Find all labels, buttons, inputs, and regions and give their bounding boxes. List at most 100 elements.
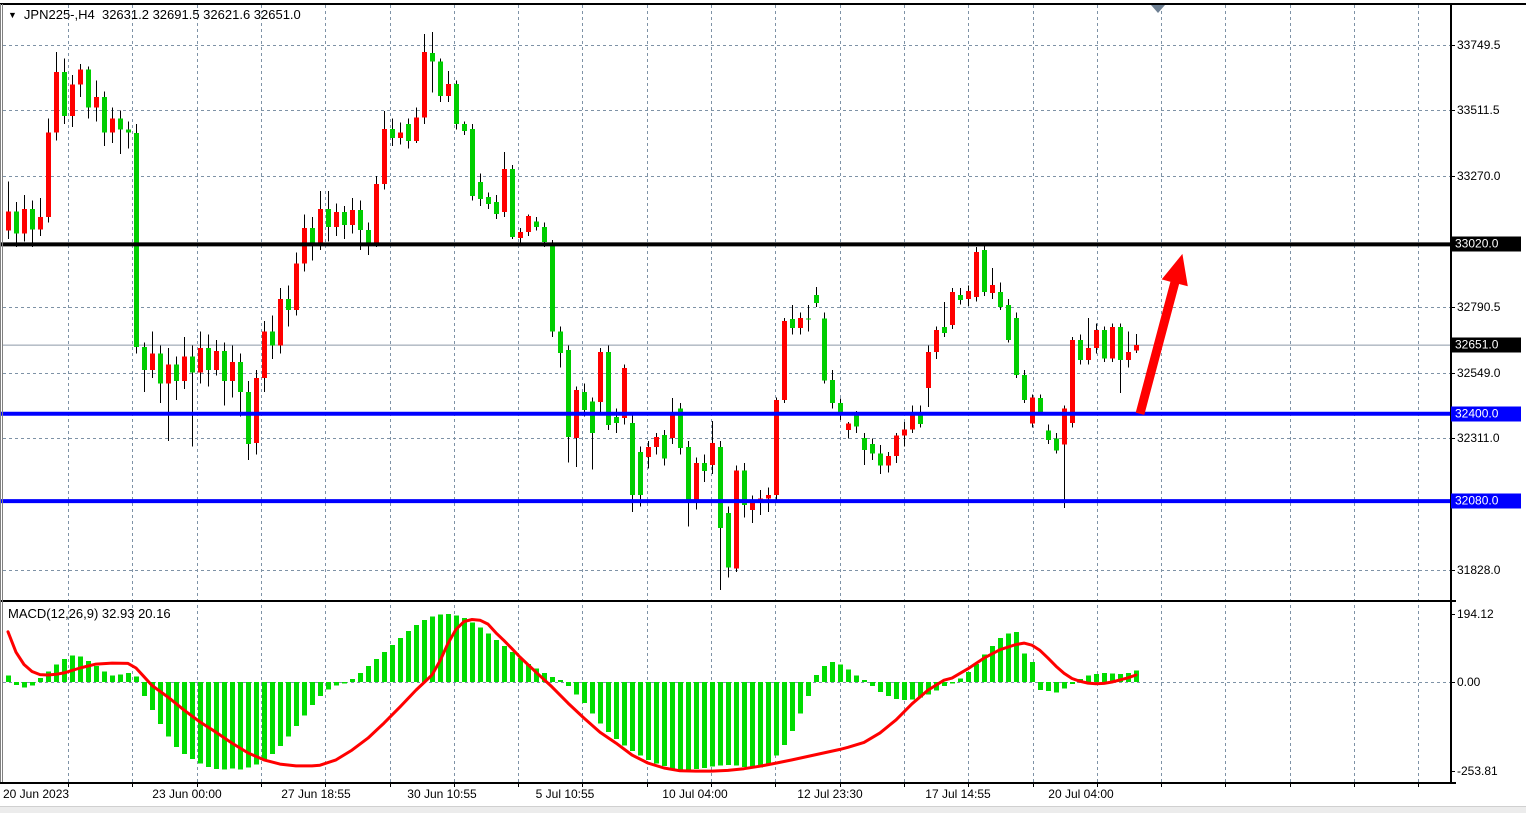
macd-histogram-bar [670,682,675,769]
symbol-ohlc-values: 32631.2 32691.5 32621.6 32651.0 [101,7,301,22]
candle-body [662,435,667,459]
macd-histogram-bar [718,682,723,766]
trend-arrow[interactable] [1135,253,1188,415]
macd-histogram-bar [614,682,619,740]
macd-histogram-bar [342,682,347,684]
candle-body [166,364,171,384]
macd-histogram-bar [1014,631,1019,682]
candle-body [774,400,779,496]
macd-histogram-bar [990,645,995,682]
candle-body [990,285,995,294]
macd-signal-line [6,618,1138,773]
candle-body [254,378,259,444]
macd-histogram-bar [318,682,323,697]
candle-body [270,331,275,346]
candle-body [694,463,699,501]
candle-body [934,330,939,352]
macd-histogram-bar [710,682,715,767]
candle-body [782,320,787,401]
candle-body [286,298,291,310]
macd-histogram-bar [1038,682,1043,691]
macd-histogram-bar [102,671,107,682]
macd-histogram-bar [270,682,275,754]
macd-histogram-bar [678,682,683,770]
candle-body [494,201,499,214]
candle-body [622,368,627,419]
bottom-strip [0,807,1526,813]
top-border [0,3,1526,5]
price-axis-label: 33511.5 [1457,103,1500,118]
candle-body [630,423,635,496]
candle-body [470,129,475,196]
candle-body [438,61,443,96]
candle-body [1102,330,1107,359]
macd-histogram-bar [550,677,555,682]
macd-histogram-bar [878,682,883,692]
macd-histogram-bar [446,613,451,682]
candle-body [1118,327,1123,361]
time-axis-label: 17 Jul 14:55 [925,787,991,801]
macd-histogram-bar [390,645,395,682]
candle-body [1054,438,1059,451]
macd-histogram-bar [278,682,283,746]
candle-body [686,447,691,502]
macd-histogram-bar [294,682,299,726]
macd-histogram-bar [30,682,35,686]
macd-axis-label: 194.12 [1457,606,1494,621]
macd-histogram-bar [366,666,371,682]
macd-histogram-bar [918,682,923,698]
macd-histogram-bar [190,682,195,760]
macd-histogram-bar [854,675,859,682]
candle-body [94,96,99,108]
macd-histogram-bar [726,682,731,765]
macd-histogram-bar [1054,682,1059,693]
price-axis-label: 33749.5 [1457,38,1501,52]
macd-histogram-bar [798,682,803,714]
macd-histogram-bar [734,682,739,766]
macd-histogram-bar [414,625,419,682]
macd-histogram-bar [542,673,547,682]
symbol-dropdown-icon[interactable]: ▼ [8,10,17,20]
chart-shift-marker[interactable] [1151,5,1165,13]
macd-histogram-bar [814,674,819,682]
macd-histogram-bar [174,682,179,747]
time-axis-label: 10 Jul 04:00 [662,787,728,801]
support1-price-badge: 32400.0 [1451,406,1521,422]
macd-histogram-bar [238,682,243,770]
macd-histogram-bar [134,676,139,682]
candle-body [838,402,843,416]
candle-body [30,208,35,230]
candle-body [718,447,723,529]
candle-body [1110,327,1115,359]
macd-histogram-bar [38,677,43,682]
macd-histogram-bar [830,662,835,682]
macd-histogram-bar [510,652,515,682]
macd-histogram-bar [638,682,643,756]
candle-body [294,263,299,310]
candle-body [206,348,211,370]
macd-histogram-bar [622,682,627,746]
macd-histogram-bar [430,616,435,682]
candle-body [1022,375,1027,401]
candle-body [310,227,315,245]
macd-histogram-bar [702,682,707,768]
candle-body [62,72,67,116]
candle-body [174,364,179,381]
macd-histogram-bar [558,680,563,682]
candle-body [1030,397,1035,424]
candle-body [14,211,19,234]
macd-histogram-bar [974,663,979,682]
candle-body [102,96,107,133]
candle-body [134,133,139,347]
macd-indicator-label: MACD(12,26,9) 32.93 20.16 [8,606,171,621]
candle-body [1078,340,1083,361]
macd-histogram-bar [1102,672,1107,682]
candle-body [926,351,931,389]
macd-histogram-bar [118,674,123,682]
macd-histogram-bar [790,682,795,732]
macd-histogram-bar [518,658,523,682]
candle-body [246,391,251,444]
time-axis-label: 12 Jul 23:30 [797,787,863,801]
candle-body [238,361,243,392]
